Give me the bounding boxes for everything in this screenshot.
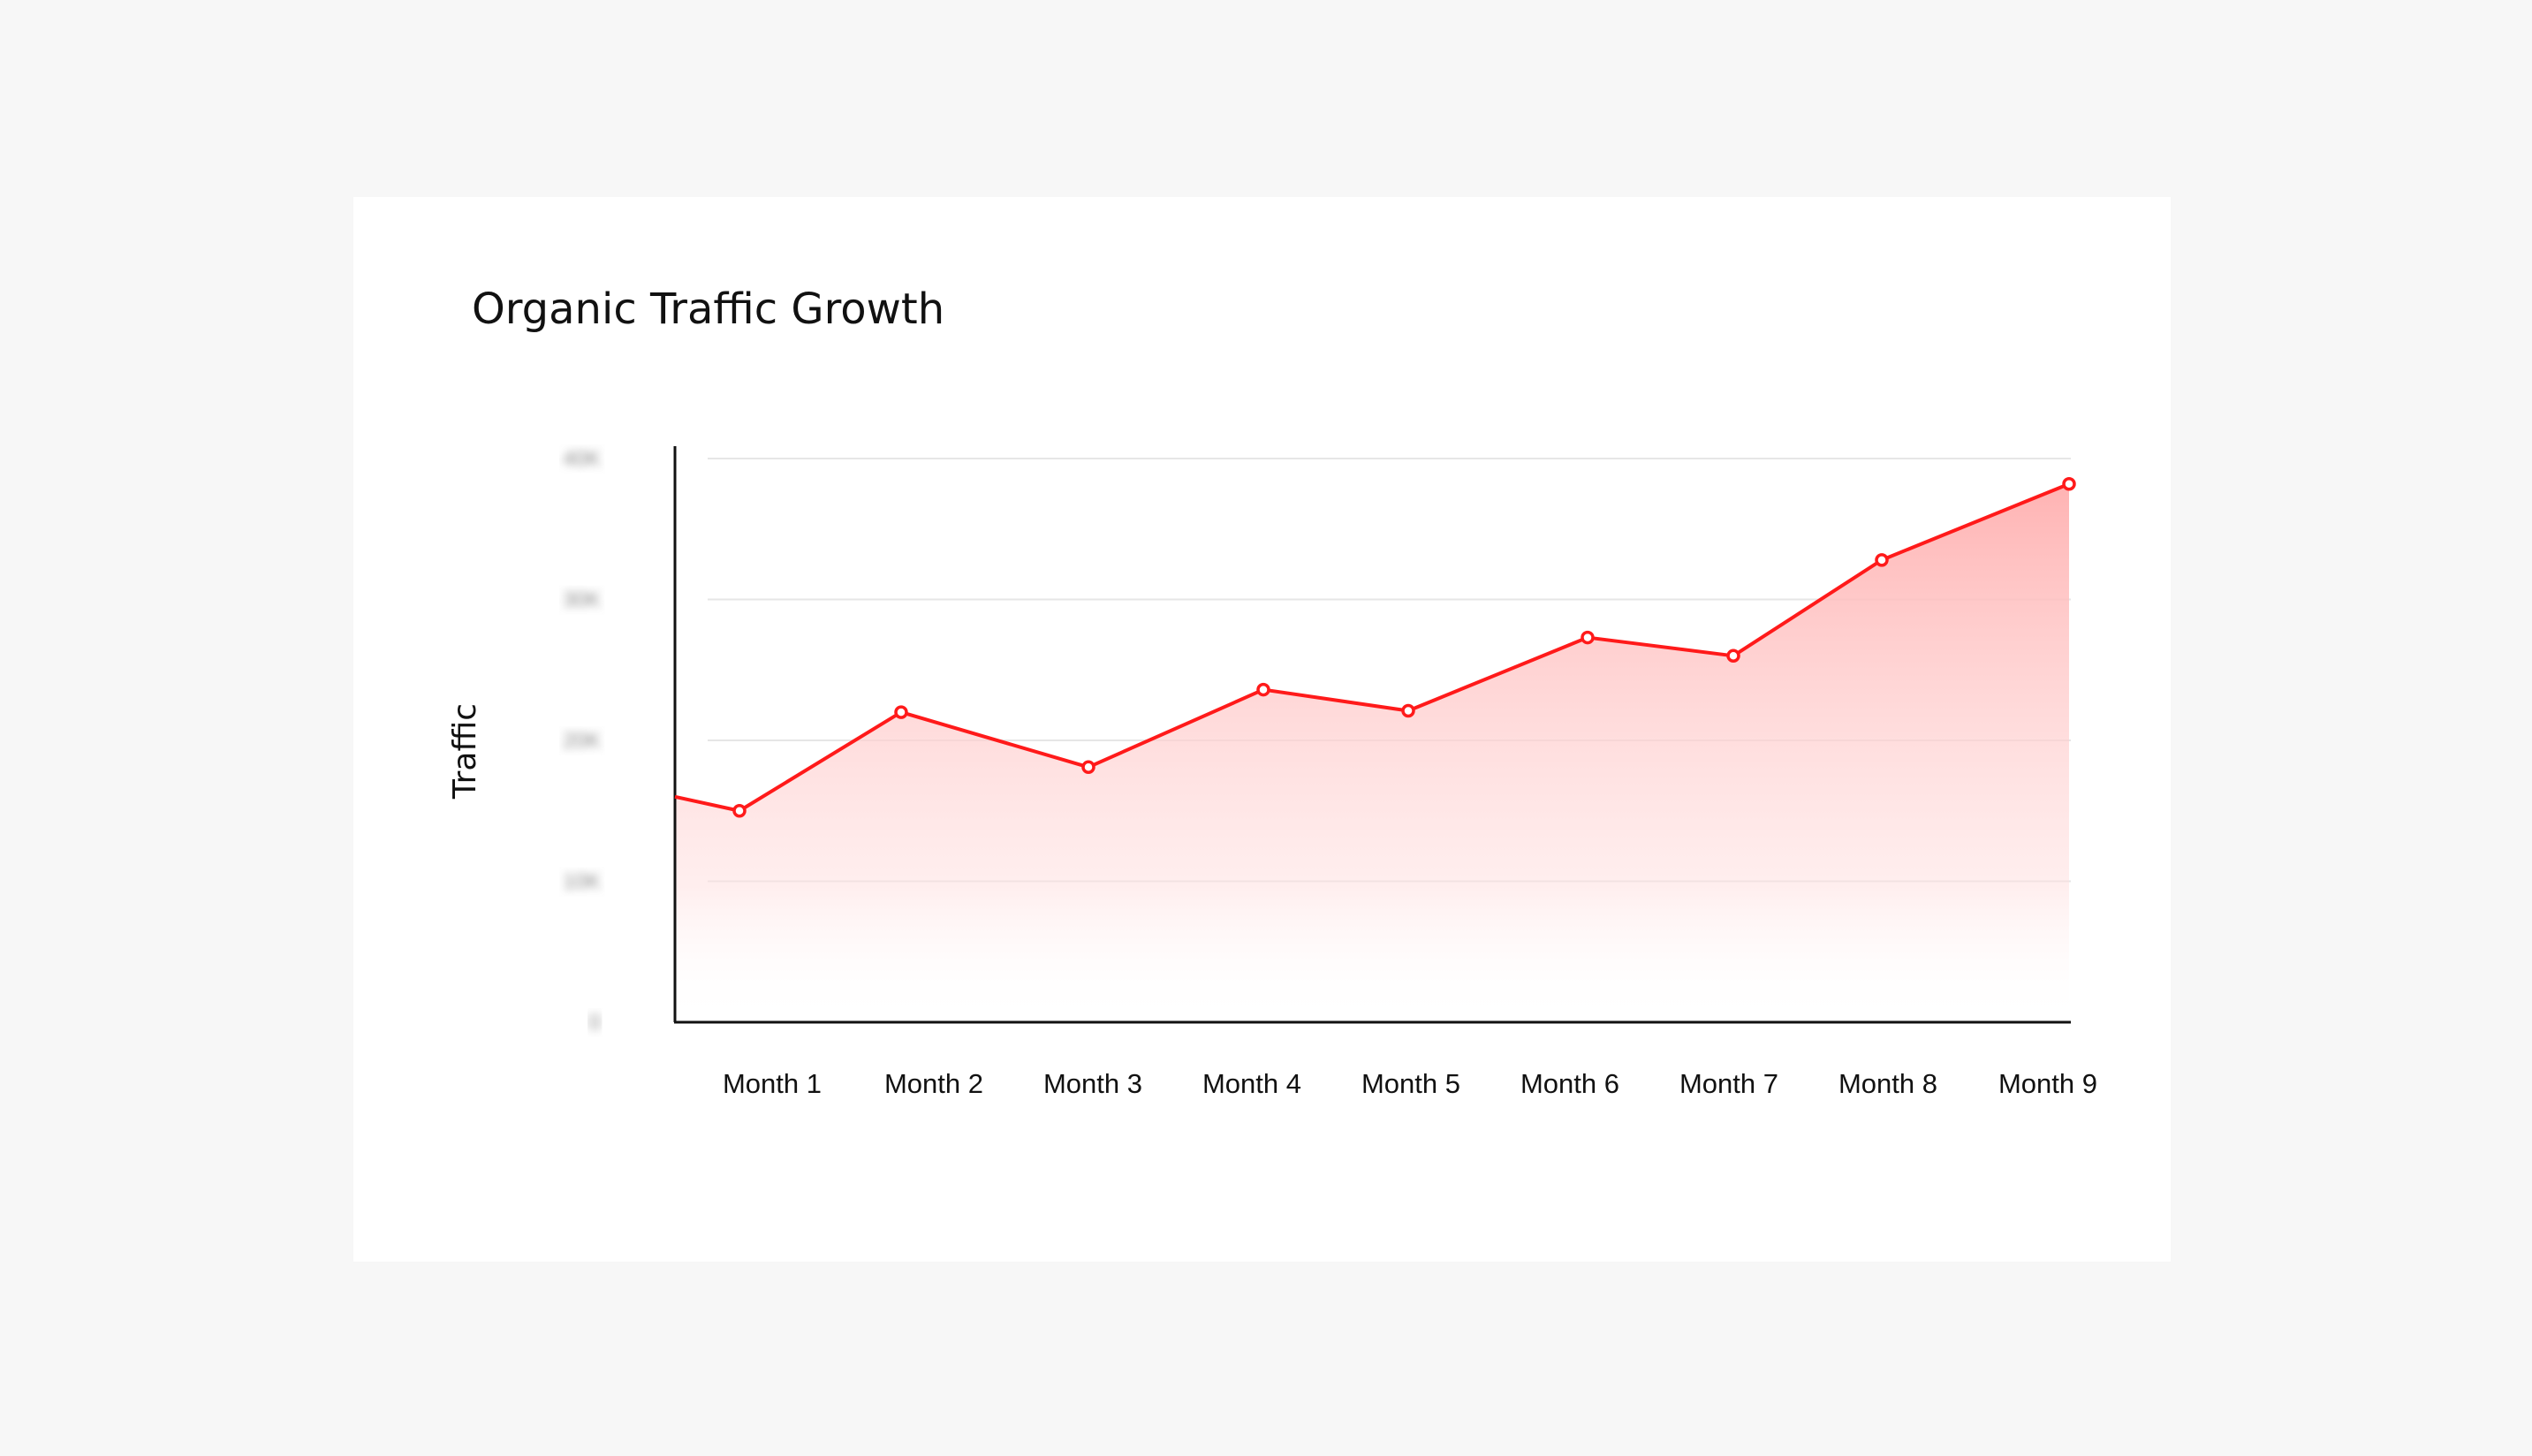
x-tick-label: Month 4 <box>1202 1068 1301 1099</box>
data-point <box>1726 648 1740 664</box>
chart-title: Organic Traffic Growth <box>472 284 945 334</box>
data-point <box>1081 760 1095 775</box>
series-line <box>674 482 2070 813</box>
data-point <box>894 705 908 719</box>
y-tick-label: 30K <box>563 588 601 612</box>
x-tick-label: Month 6 <box>1520 1068 1619 1099</box>
y-tick-label: 0 <box>589 1011 601 1035</box>
data-point <box>1256 682 1270 697</box>
y-tick-label: 40K <box>563 447 601 471</box>
y-tick-label: 10K <box>563 870 601 894</box>
y-axis-label: Traffic <box>447 703 483 800</box>
data-point <box>1581 630 1595 645</box>
x-tick-label: Month 1 <box>723 1068 822 1099</box>
data-point <box>1875 553 1889 567</box>
data-point <box>1401 703 1415 718</box>
x-tick-label: Month 3 <box>1043 1068 1142 1099</box>
x-tick-label: Month 7 <box>1679 1068 1778 1099</box>
x-tick-label: Month 2 <box>884 1068 983 1099</box>
y-tick-label: 20K <box>563 729 601 753</box>
data-point <box>2062 476 2076 491</box>
data-point <box>732 804 747 818</box>
x-tick-label: Month 5 <box>1361 1068 1460 1099</box>
area-fill <box>675 483 2069 1022</box>
x-tick-label: Month 9 <box>1998 1068 2097 1099</box>
x-tick-label: Month 8 <box>1838 1068 1937 1099</box>
